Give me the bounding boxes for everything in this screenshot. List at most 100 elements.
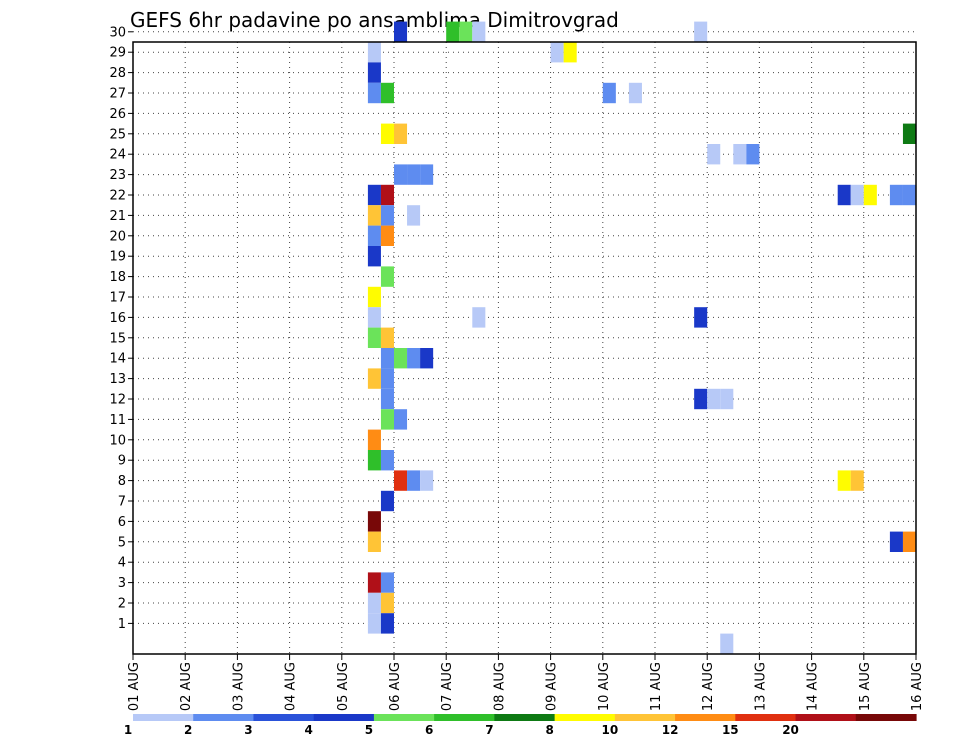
colorbar-swatch [313,714,375,721]
y-tick-label: 17 [109,291,126,306]
y-tick-label: 7 [118,495,126,510]
data-cell [407,164,421,185]
x-tick-label: 06 AUG [388,662,403,711]
colorbar-label: 7 [485,723,493,737]
x-tick-label: 08 AUG [492,662,507,711]
data-cell [902,531,916,552]
colorbar-label: 1 [124,723,132,737]
colorbar-label: 3 [244,723,252,737]
data-cell [380,184,394,206]
x-tick-label: 05 AUG [336,662,351,711]
data-cell [380,368,394,389]
colorbar-label: 6 [425,723,433,737]
data-cell [380,490,394,512]
data-cell [367,42,381,63]
data-cell [694,388,708,410]
y-tick-label: 16 [109,311,126,326]
y-tick-label: 12 [109,393,126,408]
data-cell [550,42,564,63]
y-tick-label: 19 [109,250,126,265]
x-tick-label: 12 AUG [701,662,716,711]
y-tick-label: 29 [109,46,126,61]
y-tick-label: 3 [118,576,126,591]
data-cell [420,164,434,185]
data-cell [367,572,381,593]
data-cell [850,184,864,206]
y-tick-label: 28 [109,66,126,81]
data-cell [367,450,381,471]
data-cell [367,225,381,246]
data-cell [720,388,734,410]
x-tick-label: 11 AUG [649,662,664,711]
grid-lines [132,31,917,654]
colorbar-swatch [735,714,797,721]
y-tick-label: 1 [118,617,126,632]
data-cell [380,613,394,634]
data-cell [459,21,473,42]
data-cell [367,62,381,83]
data-cell [563,42,577,63]
data-cell [472,307,486,328]
data-cell [367,82,381,104]
y-tick-label: 30 [109,25,126,40]
y-tick-label: 15 [109,331,126,346]
y-tick-label: 18 [109,270,126,285]
colorbar-swatch [193,714,255,721]
data-cell [707,388,721,410]
data-cell [407,205,421,226]
colorbar: 1 2 3 4 5 6 7 8 10 12 15 20 [124,714,917,737]
data-cell [628,82,642,104]
y-tick-label: 8 [118,474,126,489]
data-cell [367,531,381,552]
data-cell [380,123,394,144]
data-cell [380,592,394,614]
colorbar-label: 15 [722,723,739,737]
data-cell [367,327,381,348]
data-cell [394,21,408,42]
y-tick-label: 27 [109,87,126,102]
x-tick-label: 13 AUG [753,662,768,711]
data-cell [380,388,394,410]
data-cell [694,21,708,42]
y-tick-label: 5 [118,535,126,550]
colorbar-label: 10 [601,723,618,737]
y-tick-label: 25 [109,127,126,142]
data-cell [472,21,486,42]
colorbar-label: 5 [365,723,373,737]
data-cell [380,450,394,471]
data-cells [367,21,916,654]
x-tick-label: 01 AUG [127,662,142,711]
data-cell [367,613,381,634]
data-cell [837,470,851,491]
colorbar-swatch [855,714,917,721]
data-cell [380,205,394,226]
colorbar-swatch [614,714,676,721]
colorbar-swatch [494,714,556,721]
colorbar-swatch [133,714,194,721]
colorbar-swatch [675,714,736,721]
data-cell [367,511,381,532]
y-tick-label: 13 [109,372,126,387]
data-cell [850,470,864,491]
y-tick-label: 23 [109,168,126,183]
data-cell [367,246,381,267]
y-tick-label: 10 [109,433,126,448]
y-tick-label: 26 [109,107,126,122]
data-cell [380,225,394,246]
data-cell [707,144,721,165]
plot-frame [132,41,917,655]
data-cell [380,409,394,430]
x-axis: 01 AUG 02 AUG 03 AUG 04 AUG 05 AUG 06 AUG 07 A… [127,654,925,711]
data-cell [367,368,381,389]
data-cell [394,123,408,144]
y-axis: 1234567891011121314151617181920212223242… [109,25,133,632]
x-tick-label: 10 AUG [597,662,612,711]
data-cell [694,307,708,328]
data-cell [394,348,408,369]
x-tick-label: 02 AUG [179,662,194,711]
data-cell [446,21,460,42]
x-tick-label: 14 AUG [806,662,821,711]
data-cell [380,348,394,369]
data-cell [889,531,903,552]
colorbar-label: 20 [782,723,799,737]
